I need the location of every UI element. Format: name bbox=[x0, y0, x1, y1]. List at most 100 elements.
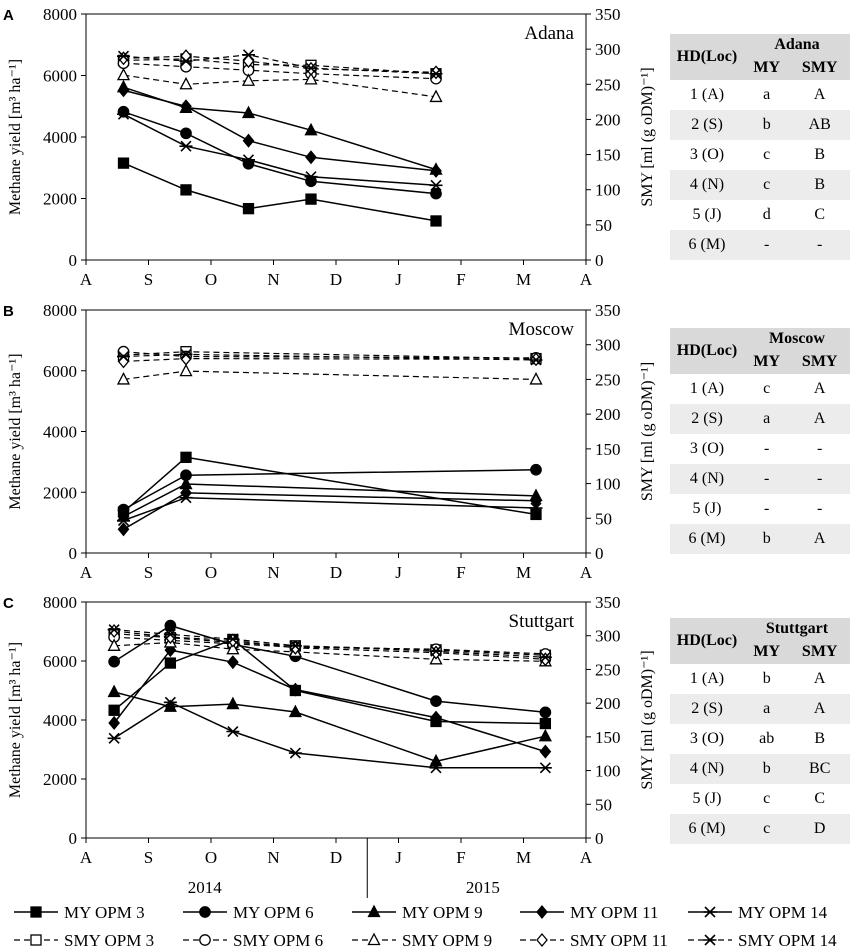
data-point bbox=[179, 76, 193, 90]
data-point bbox=[180, 451, 192, 463]
legend-marker bbox=[536, 904, 548, 920]
plot-frame bbox=[85, 601, 587, 839]
data-point bbox=[242, 202, 255, 215]
data-point bbox=[107, 732, 121, 744]
y-axis-title: Methane yield [m³ ha⁻¹] bbox=[7, 642, 24, 798]
data-point bbox=[116, 372, 131, 385]
data-point bbox=[539, 744, 552, 759]
table-header-smy: SMY bbox=[789, 350, 850, 374]
data-point bbox=[179, 55, 193, 67]
y-tick-label: 2000 bbox=[43, 770, 77, 789]
legend-marker bbox=[703, 906, 717, 918]
data-point bbox=[304, 71, 318, 85]
table-cell-smy: A bbox=[813, 86, 826, 103]
y-axis-title: Methane yield [m³ ha⁻¹] bbox=[7, 353, 24, 509]
data-point bbox=[108, 704, 120, 716]
series-line bbox=[123, 496, 537, 522]
legend-item: SMY OPM 9 bbox=[352, 931, 492, 950]
legend-item: MY OPM 9 bbox=[352, 903, 483, 922]
y2-tick-label: 300 bbox=[595, 627, 621, 646]
data-point bbox=[241, 105, 256, 119]
table-cell-my: - bbox=[744, 230, 790, 260]
x-tick-label: J bbox=[395, 270, 402, 289]
table-cell-my: - bbox=[764, 500, 770, 517]
year-label: 2014 bbox=[188, 878, 223, 897]
data-point bbox=[117, 83, 130, 98]
table-cell-smy: B bbox=[814, 730, 826, 747]
y-tick-label: 8000 bbox=[43, 593, 77, 612]
series-smy-opm-14 bbox=[107, 624, 552, 663]
legend-marker bbox=[367, 932, 381, 946]
table-cell-my: a bbox=[744, 404, 790, 434]
data-point bbox=[430, 215, 442, 227]
chart-panel-moscow: B Moscow 0 2000 4000 6000 8000 0 50 100 150 200 250 3… bbox=[3, 301, 656, 582]
x-tick-label: A bbox=[580, 270, 593, 289]
y2-tick-label: 250 bbox=[595, 75, 621, 94]
table-header-location: Stuttgart bbox=[744, 618, 850, 640]
x-tick-label: D bbox=[330, 270, 342, 289]
x-tick-label: D bbox=[330, 563, 342, 582]
table-cell-hd: 2 (S) bbox=[670, 404, 744, 434]
table-cell-smy: - bbox=[789, 464, 850, 494]
table-cell-hd: 5 (J) bbox=[692, 790, 722, 807]
data-point bbox=[179, 140, 193, 152]
data-point bbox=[164, 619, 177, 632]
series-smy-opm-11 bbox=[117, 49, 442, 80]
data-point bbox=[117, 522, 130, 537]
legend-item: MY OPM 6 bbox=[183, 903, 314, 922]
data-point bbox=[538, 728, 552, 742]
table-header-my: MY bbox=[744, 350, 790, 374]
data-point bbox=[529, 354, 543, 366]
table-cell-hd: 4 (N) bbox=[670, 464, 744, 494]
series-smy-opm-6 bbox=[117, 57, 442, 85]
panel-label: C bbox=[3, 595, 14, 612]
y2-tick-label: 350 bbox=[595, 301, 621, 320]
table-header-smy: SMY bbox=[789, 640, 850, 664]
series-line bbox=[114, 641, 546, 662]
x-tick-label: A bbox=[80, 563, 93, 582]
x-tick-label: O bbox=[205, 563, 217, 582]
panel-label: B bbox=[3, 303, 14, 320]
data-point bbox=[538, 762, 552, 774]
data-point bbox=[529, 372, 543, 385]
y2-tick-label: 0 bbox=[595, 544, 604, 563]
data-point bbox=[539, 706, 552, 719]
table-cell-hd: 4 (N) bbox=[670, 754, 744, 784]
stat-table-stuttgart: HD(Loc) Stuttgart MY SMY 1 (A) b A 2 (S) a A… bbox=[670, 618, 850, 844]
table-cell-my: b bbox=[744, 110, 790, 140]
legend-label: SMY OPM 9 bbox=[402, 931, 492, 950]
panel-title: Moscow bbox=[509, 319, 575, 340]
legend-label: SMY OPM 11 bbox=[570, 931, 668, 950]
table-cell-hd: 3 (O) bbox=[689, 440, 725, 457]
series-smy-opm-14 bbox=[117, 49, 443, 80]
series-line bbox=[123, 162, 437, 222]
x-tick-label: A bbox=[80, 270, 93, 289]
table-cell-hd: 1 (A) bbox=[689, 670, 725, 687]
data-point bbox=[108, 655, 120, 668]
data-point bbox=[116, 67, 131, 81]
data-point bbox=[429, 645, 443, 657]
data-point bbox=[241, 73, 256, 86]
data-point bbox=[530, 508, 542, 521]
x-tick-label: S bbox=[144, 848, 153, 867]
table-cell-hd: 2 (S) bbox=[670, 694, 744, 724]
x-tick-label: A bbox=[80, 848, 93, 867]
data-point bbox=[430, 695, 442, 707]
table-cell-hd: 1 (A) bbox=[689, 86, 725, 103]
data-point bbox=[429, 68, 443, 80]
y2-tick-label: 50 bbox=[595, 216, 612, 235]
panel-title: Stuttgart bbox=[509, 611, 575, 632]
series-line bbox=[123, 55, 437, 73]
legend-item: SMY OPM 11 bbox=[520, 931, 668, 950]
y2-axis-title: SMY [ml (g oDM)⁻¹] bbox=[639, 650, 656, 789]
y-tick-label: 0 bbox=[69, 251, 78, 270]
series-line bbox=[114, 629, 546, 658]
data-point bbox=[429, 89, 443, 103]
data-point bbox=[163, 628, 177, 640]
series-my-opm-11 bbox=[117, 83, 442, 178]
table-header-smy: SMY bbox=[789, 56, 850, 80]
data-point bbox=[430, 187, 442, 200]
data-point bbox=[117, 108, 130, 120]
legend-item: SMY OPM 6 bbox=[183, 931, 323, 950]
